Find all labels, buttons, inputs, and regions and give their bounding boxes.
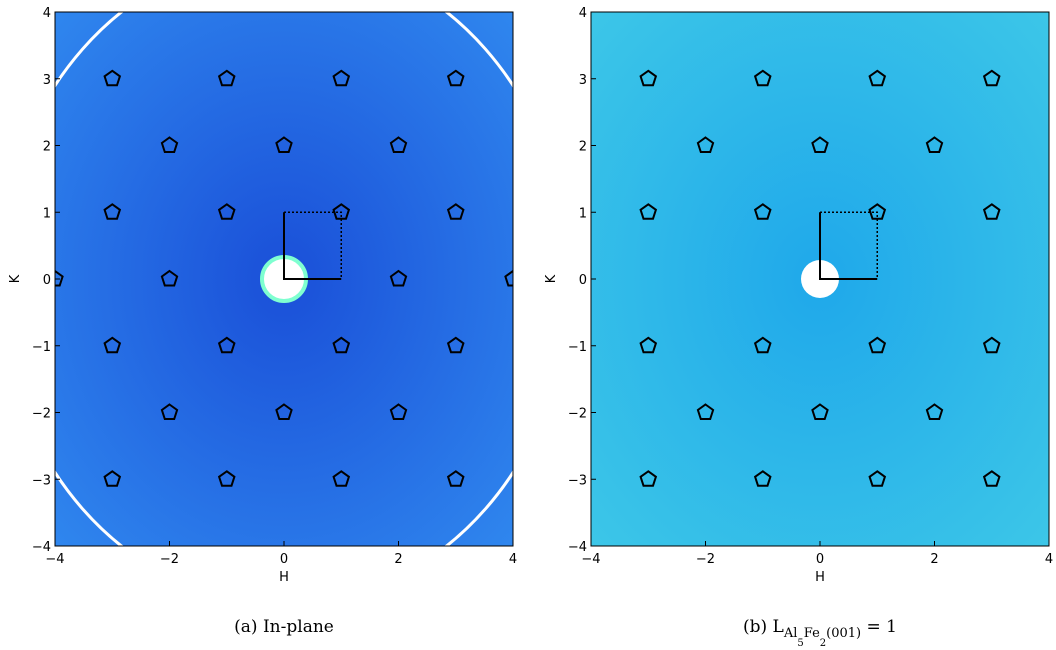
peak-marker <box>389 269 408 287</box>
peak-marker <box>446 336 465 354</box>
peak-marker <box>753 470 772 487</box>
y-tick-label: −2 <box>32 407 51 422</box>
peak-marker <box>868 203 887 220</box>
y-tick-label: −1 <box>568 340 587 355</box>
x-tick-label: 0 <box>816 552 824 567</box>
unit-cell-dotted <box>284 211 342 279</box>
peak-marker <box>103 470 122 487</box>
y-tick-label: −3 <box>32 473 51 488</box>
caption: (a) In-plane <box>234 617 334 637</box>
peak-marker <box>103 336 122 354</box>
peak-marker <box>389 136 408 153</box>
peak-marker <box>639 203 658 220</box>
peak-marker <box>446 69 465 87</box>
x-tick-label: −4 <box>581 552 600 567</box>
peak-marker <box>639 470 658 487</box>
y-tick-label: −4 <box>568 540 587 555</box>
x-tick-label: −4 <box>45 552 64 567</box>
unit-cell <box>819 212 878 280</box>
peak-marker <box>811 403 829 420</box>
peak-marker <box>446 203 465 220</box>
peak-marker <box>332 470 351 487</box>
peak-marker <box>217 336 236 354</box>
x-tick-label: 4 <box>509 552 517 567</box>
y-tick-label: 3 <box>43 73 51 88</box>
y-tick-label: 0 <box>43 273 51 288</box>
peak-marker <box>275 136 293 153</box>
peak-marker <box>982 336 1001 354</box>
peak-marker <box>868 336 887 354</box>
caption-subscript: Al <box>783 626 798 641</box>
y-tick-label: −3 <box>568 473 587 488</box>
peak-marker <box>753 69 772 87</box>
x-tick-label: −2 <box>160 552 179 567</box>
peak-marker <box>446 470 465 487</box>
y-tick-label: 2 <box>579 140 587 155</box>
caption-prefix: (b) L <box>743 617 784 637</box>
peak-marker <box>160 136 179 153</box>
y-tick-label: 2 <box>43 140 51 155</box>
peak-marker <box>639 336 658 354</box>
peak-marker <box>217 470 236 487</box>
x-tick-label: −2 <box>696 552 715 567</box>
y-axis-label: K <box>544 274 559 283</box>
peak-marker <box>753 203 772 220</box>
y-axis-label: K <box>8 274 23 283</box>
unit-cell-dotted <box>820 211 878 279</box>
unit-cell <box>283 212 342 280</box>
peak-marker <box>925 403 944 420</box>
y-tick-label: 1 <box>579 206 587 221</box>
peak-marker <box>55 269 64 287</box>
peak-marker <box>217 203 236 220</box>
peak-marker <box>332 69 351 87</box>
y-tick-label: 4 <box>43 6 51 21</box>
caption-subscript: 5 <box>797 638 803 646</box>
y-tick-label: 3 <box>579 73 587 88</box>
peak-marker <box>332 203 351 220</box>
peak-marker <box>160 269 179 287</box>
x-axis-label: H <box>279 570 289 585</box>
peak-marker <box>103 203 122 220</box>
caption: (b) LAl5Fe2(001) = 1 <box>743 617 897 646</box>
peak-marker <box>982 470 1001 487</box>
caption-subscript: Fe <box>804 626 820 641</box>
x-tick-label: 2 <box>394 552 402 567</box>
peak-marker <box>696 136 715 153</box>
peak-marker <box>982 203 1001 220</box>
peak-marker <box>982 69 1001 87</box>
x-axis-label: H <box>815 570 825 585</box>
peak-marker <box>217 69 236 87</box>
peak-marker <box>753 336 772 354</box>
peak-marker <box>868 470 887 487</box>
peak-marker <box>696 403 715 420</box>
peak-marker <box>639 69 658 87</box>
x-tick-label: 2 <box>930 552 938 567</box>
peak-marker <box>160 403 179 420</box>
peak-marker <box>275 403 293 420</box>
peak-marker <box>504 269 513 287</box>
peak-marker <box>868 69 887 87</box>
peak-marker <box>811 136 829 153</box>
peak-marker <box>389 403 408 420</box>
caption-suffix: = 1 <box>861 617 897 637</box>
x-tick-label: 0 <box>280 552 288 567</box>
y-tick-label: −4 <box>32 540 51 555</box>
peak-marker <box>925 136 944 153</box>
peak-marker <box>332 336 351 354</box>
x-tick-label: 4 <box>1045 552 1053 567</box>
peak-marker <box>103 69 122 87</box>
caption-subscript: (001) <box>826 626 861 641</box>
caption-subscript: 2 <box>820 638 826 646</box>
y-tick-label: −1 <box>32 340 51 355</box>
y-tick-label: 1 <box>43 206 51 221</box>
y-tick-label: 4 <box>579 6 587 21</box>
y-tick-label: −2 <box>568 407 587 422</box>
y-tick-label: 0 <box>579 273 587 288</box>
